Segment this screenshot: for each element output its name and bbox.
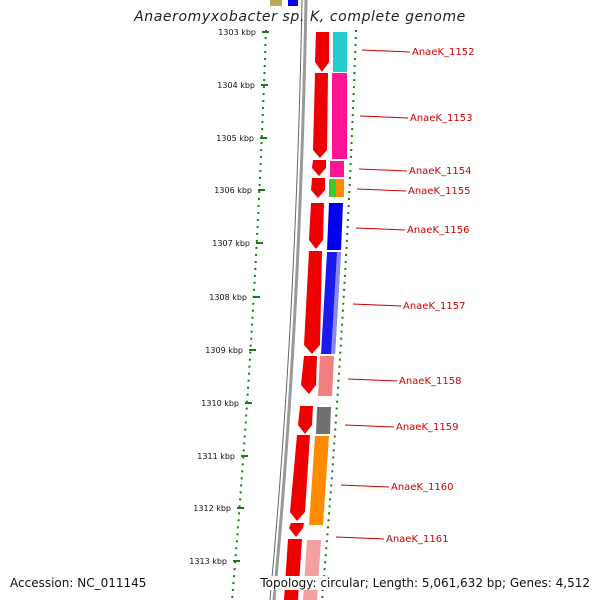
gene-box-1161 — [303, 540, 321, 600]
ruler-tick-label: 1305 kbp — [216, 134, 254, 143]
ruler-ticks: 1303 kbp 1304 kbp 1305 kbp 1306 kbp 1307 kbp… — [189, 28, 269, 566]
fwd-gene-6 — [304, 251, 322, 354]
gene-box-1154 — [330, 161, 344, 177]
gene-label[interactable]: AnaeK_1161 — [386, 534, 448, 545]
gene-box-1157-edge — [331, 252, 341, 354]
gene-label-line — [355, 227, 406, 231]
gene-labels: AnaeK_1152 AnaeK_1153 AnaeK_1154 AnaeK_1155… — [335, 47, 474, 545]
gene-label-line — [344, 424, 395, 428]
inner-ring — [321, 29, 357, 600]
ruler-tick-label: 1308 kbp — [209, 293, 247, 302]
gene-box-1155a — [329, 179, 336, 197]
map-title: Anaeromyxobacter sp. K, complete genome — [134, 9, 466, 25]
ruler-tick-label: 1313 kbp — [189, 557, 227, 566]
fwd-gene-7 — [301, 356, 317, 394]
gene-label[interactable]: AnaeK_1156 — [407, 225, 469, 236]
gene-label-line — [358, 168, 408, 172]
fwd-gene-3 — [312, 160, 326, 176]
fwd-gene-4 — [311, 178, 325, 198]
gene-label-line — [359, 115, 409, 119]
ruler-tick-label: 1307 kbp — [212, 239, 250, 248]
ruler-tick-label: 1312 kbp — [193, 504, 231, 513]
ruler-tick-label: 1311 kbp — [197, 452, 235, 461]
ruler-tick-label: 1304 kbp — [217, 81, 255, 90]
backbone-inner — [269, 0, 303, 600]
gene-label-line — [340, 484, 390, 488]
top-feature-blue — [288, 0, 298, 6]
top-feature-olive — [270, 0, 282, 6]
gene-box-1158 — [318, 356, 334, 396]
ruler-tick-label: 1306 kbp — [214, 186, 252, 195]
gene-box-1155b — [336, 179, 344, 197]
gene-label-line — [361, 49, 411, 53]
gene-label[interactable]: AnaeK_1152 — [412, 47, 474, 58]
ruler-tick-label: 1310 kbp — [201, 399, 239, 408]
forward-genes — [284, 32, 329, 600]
gene-box-1152 — [333, 32, 347, 72]
gene-label[interactable]: AnaeK_1154 — [409, 166, 471, 177]
ruler-tick-label: 1303 kbp — [218, 28, 256, 37]
gene-label[interactable]: AnaeK_1158 — [399, 376, 461, 387]
fwd-gene-8 — [298, 406, 313, 434]
fwd-gene-2 — [313, 73, 328, 158]
fwd-gene-5 — [309, 203, 324, 249]
fwd-gene-1 — [315, 32, 329, 72]
topology-text: Topology: circular; Length: 5,061,632 bp… — [258, 576, 592, 590]
ruler-ring — [231, 29, 267, 600]
gene-box-1156 — [327, 203, 343, 250]
gene-label-line — [352, 303, 402, 307]
ruler-tick-label: 1309 kbp — [205, 346, 243, 355]
backbone-outer — [272, 0, 308, 600]
gene-label[interactable]: AnaeK_1160 — [391, 482, 453, 493]
fwd-gene-11 — [284, 539, 302, 600]
gene-label[interactable]: AnaeK_1155 — [408, 186, 470, 197]
accession-text: Accession: NC_011145 — [8, 576, 149, 590]
gene-label[interactable]: AnaeK_1153 — [410, 113, 472, 124]
gene-label-line — [347, 378, 398, 382]
gene-box-1160 — [309, 436, 329, 525]
fwd-gene-9 — [290, 435, 310, 521]
gene-label-line — [335, 536, 385, 540]
gene-box-1159 — [316, 407, 331, 434]
gene-box-1153 — [332, 73, 347, 159]
gene-label[interactable]: AnaeK_1157 — [403, 301, 465, 312]
gene-label-line — [356, 188, 407, 192]
gene-label[interactable]: AnaeK_1159 — [396, 422, 458, 433]
fwd-gene-10 — [289, 523, 304, 537]
